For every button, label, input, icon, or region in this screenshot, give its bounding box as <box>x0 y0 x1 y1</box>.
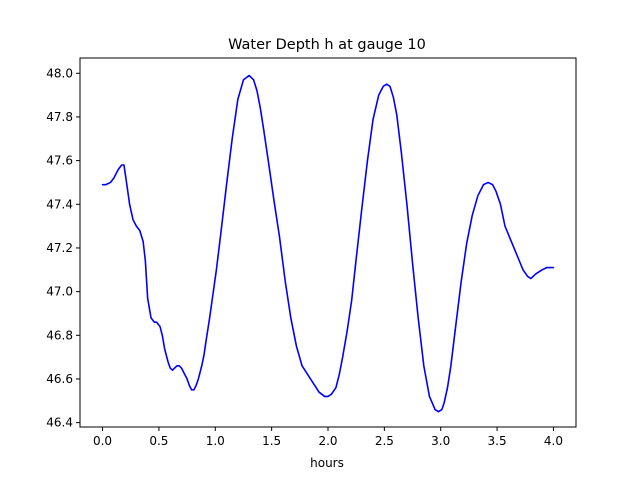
plot-area: 0.0 0.5 1.0 1.5 2.0 2.5 3.0 3.5 4.0 46.4 46.6 46.8 4… <box>46 57 577 448</box>
x-tick-label: 3.5 <box>488 434 507 448</box>
y-tick-label: 47.4 <box>46 197 73 211</box>
y-tick-label: 46.8 <box>46 328 73 342</box>
x-tick-label: 1.5 <box>262 434 281 448</box>
y-tick-label: 47.6 <box>46 154 73 168</box>
x-tick-label: 2.5 <box>375 434 394 448</box>
y-tick-label: 46.6 <box>46 372 73 386</box>
y-tick-label: 46.4 <box>46 416 73 430</box>
y-tick-label: 47.0 <box>46 285 73 299</box>
x-tick-label: 0.5 <box>149 434 168 448</box>
y-tick-label: 47.8 <box>46 110 73 124</box>
x-tick-label: 1.0 <box>206 434 225 448</box>
x-tick-label: 0.0 <box>93 434 112 448</box>
x-axis-label: hours <box>310 456 344 470</box>
series-line-0 <box>101 74 555 413</box>
x-tick-label: 4.0 <box>544 434 563 448</box>
y-tick-label: 48.0 <box>46 66 73 80</box>
chart-title: Water Depth h at gauge 10 <box>228 37 426 53</box>
x-tick-label: 3.0 <box>431 434 450 448</box>
x-tick-label: 2.0 <box>318 434 337 448</box>
y-tick-label: 47.2 <box>46 241 73 255</box>
